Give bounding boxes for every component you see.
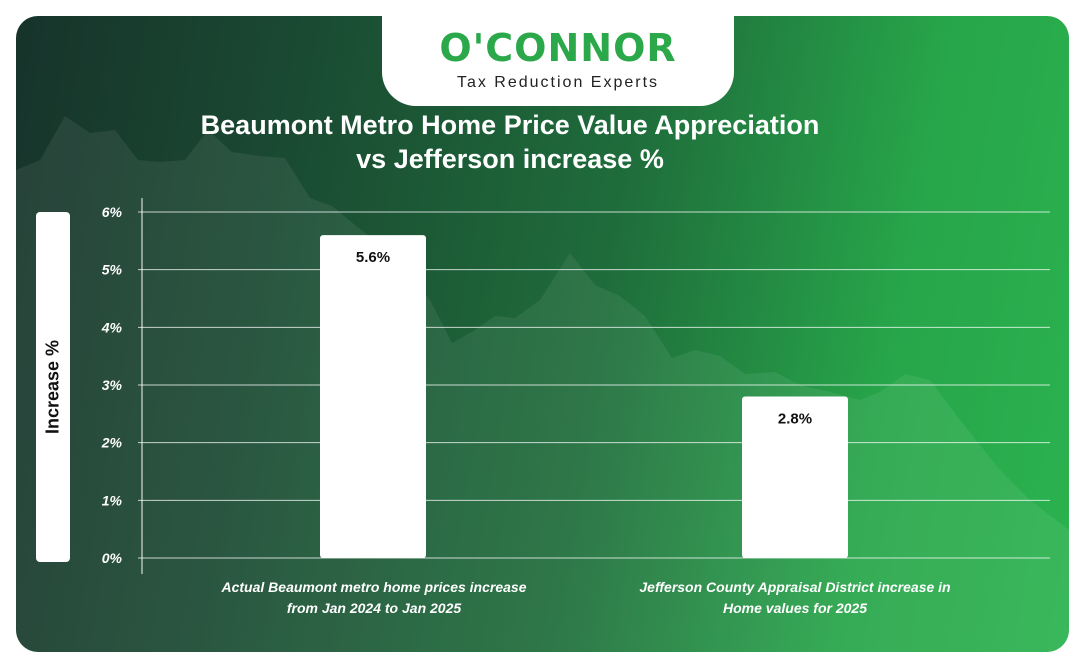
x-category-label-2: Jefferson County Appraisal District incr… [605,577,985,619]
data-label-2: 2.8% [778,411,812,428]
y-tick-label: 3% [102,377,123,393]
chart-title: Beaumont Metro Home Price Value Apprecia… [150,108,870,176]
y-tick-label: 0% [102,550,123,566]
y-tick-label: 4% [101,319,123,335]
brand-logo: O'CONNOR [439,26,677,70]
brand-tagline: Tax Reduction Experts [456,74,660,91]
y-tick-label: 5% [102,262,123,278]
x-category-label-1-line1: Actual Beaumont metro home prices increa… [221,579,527,595]
x-category-label-2-line2: Home values for 2025 [723,600,867,616]
chart-title-line1: Beaumont Metro Home Price Value Apprecia… [200,110,820,140]
y-tick-label: 2% [101,435,123,451]
x-category-label-2-line1: Jefferson County Appraisal District incr… [639,579,951,595]
bar-2 [742,396,848,558]
bar-1 [320,235,426,559]
y-tick-label: 6% [102,204,123,220]
chart-title-line2: vs Jefferson increase % [356,144,664,174]
x-category-label-1: Actual Beaumont metro home prices increa… [184,577,564,619]
logo-tab: O'CONNOR Tax Reduction Experts [382,16,734,106]
x-category-label-1-line2: from Jan 2024 to Jan 2025 [286,600,462,616]
background-silhouette [16,116,1069,652]
y-tick-label: 1% [102,492,123,508]
chart-card: O'CONNOR Tax Reduction Experts [16,16,1069,652]
y-axis-label: Increase % [42,339,63,435]
y-axis-label-box [36,212,70,562]
data-label-1: 5.6% [356,249,390,266]
